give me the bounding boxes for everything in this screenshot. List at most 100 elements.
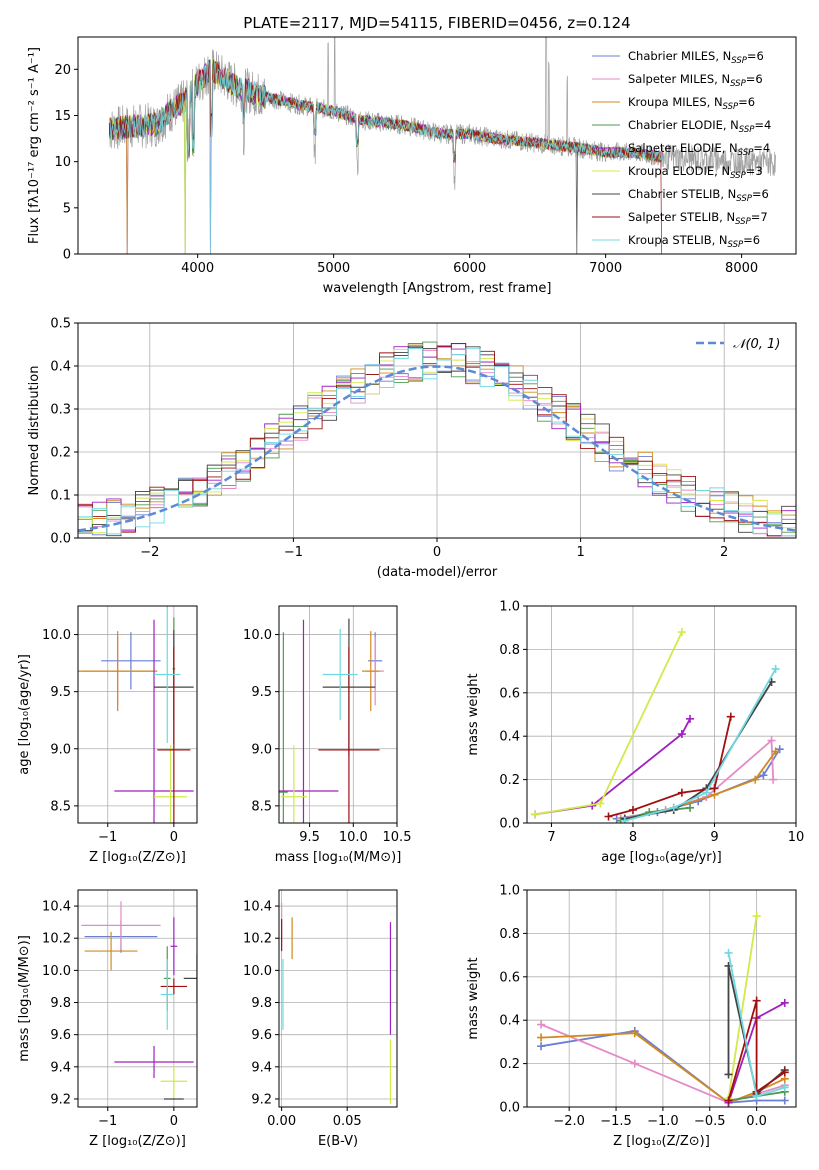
y-tick-label: 9.0 — [251, 742, 272, 757]
x-tick-label: 0 — [170, 1114, 178, 1129]
data-point-marker — [780, 1083, 789, 1092]
x-tick-label: 2 — [720, 545, 728, 560]
x-tick-label: 0.0 — [746, 1114, 767, 1129]
x-axis-label: (data-model)/error — [377, 565, 498, 580]
x-tick-label: 0 — [433, 545, 441, 560]
y-tick-label: 9.6 — [251, 1028, 272, 1043]
plot-area — [531, 628, 784, 823]
data-point-marker — [686, 714, 695, 723]
x-tick-label: −1 — [98, 1114, 117, 1129]
axes-frame — [77, 322, 797, 539]
y-tick-label: 10.2 — [42, 932, 71, 947]
panel-residuals: −2 −1 0 1 2 0.0 0.1 0.2 0.3 0.4 0.5 (data-model)/er… — [27, 317, 797, 580]
panel-age-vs-mass: 9.5 10.0 10.5 8.5 9.0 9.5 10.0 mass [log₁₀(M/M⊙… — [243, 605, 412, 865]
x-tick-label: 9.5 — [299, 830, 320, 845]
y-tick-label: 10.4 — [42, 900, 71, 915]
data-point-marker — [759, 771, 768, 780]
y-tick-label: 9.2 — [251, 1092, 272, 1107]
x-tick-label: 7 — [547, 830, 555, 845]
y-axis-label: Flux [fλ10⁻¹⁷ erg cm⁻² s⁻¹ A⁻¹] — [27, 47, 42, 244]
x-tick-label: 5000 — [317, 261, 350, 276]
y-tick-label: 9.0 — [50, 742, 71, 757]
y-tick-label: 0.0 — [50, 532, 71, 547]
panel-mass-weight-vs-metallicity: −2.0 −1.5 −1.0 −0.5 0.0 0.0 0.2 0.4 0.6 0.8 1.0 Z [… — [466, 884, 797, 1149]
y-tick-label: 10.2 — [243, 932, 272, 947]
axes-frame — [77, 605, 198, 824]
plot-area — [78, 341, 796, 538]
y-tick-label: 0.4 — [499, 1014, 520, 1029]
data-point-marker — [537, 1020, 546, 1029]
data-point-marker — [677, 730, 686, 739]
data-point-marker — [604, 812, 613, 821]
data-point-marker — [669, 803, 678, 812]
x-tick-label: 1 — [576, 545, 584, 560]
y-tick-label: 9.5 — [50, 685, 71, 700]
y-tick-label: 0.2 — [499, 1057, 520, 1072]
y-tick-label: 8.5 — [50, 799, 71, 814]
y-tick-label: 0.4 — [499, 730, 520, 745]
data-point-marker — [710, 784, 719, 793]
y-tick-label: 0.2 — [50, 446, 71, 461]
data-point-marker — [596, 799, 605, 808]
x-tick-label: 6000 — [453, 261, 486, 276]
x-tick-label: 7000 — [589, 261, 622, 276]
plot-area — [108, 37, 776, 254]
y-tick-label: 10.4 — [243, 900, 272, 915]
y-tick-label: 8.5 — [251, 799, 272, 814]
plot-area — [78, 606, 194, 823]
x-tick-label: −2 — [140, 545, 159, 560]
plot-area — [281, 902, 392, 1104]
x-axis-label: mass [log₁₀(M/M⊙)] — [275, 850, 402, 865]
series-line — [727, 915, 758, 1099]
y-tick-label: 0.5 — [50, 317, 71, 332]
x-tick-label: −1.5 — [600, 1114, 632, 1129]
plot-area — [279, 618, 384, 823]
legend-entry: Chabrier ELODIE, NSSP=4 — [628, 118, 771, 135]
y-tick-label: 20 — [54, 63, 71, 78]
x-tick-label: 10.5 — [383, 830, 412, 845]
axes-frame — [278, 889, 398, 1108]
x-tick-label: 10.0 — [339, 830, 368, 845]
x-tick-label: −1 — [284, 545, 303, 560]
x-axis-label: Z [log₁₀(Z/Z⊙)] — [613, 1134, 710, 1149]
legend: Chabrier MILES, NSSP=6 Salpeter MILES, NS… — [592, 49, 771, 250]
y-tick-label: 5 — [63, 201, 71, 216]
axes-frame — [77, 36, 797, 255]
x-tick-label: 4000 — [181, 261, 214, 276]
data-point-marker — [752, 1092, 761, 1101]
panel-mass-vs-extinction: 0.00 0.05 9.2 9.4 9.6 9.8 10.0 10.2 10.4 E(B-V) — [243, 889, 398, 1149]
y-tick-label: 10.0 — [243, 964, 272, 979]
y-tick-label: 10 — [54, 155, 71, 170]
x-tick-label: −2.0 — [553, 1114, 585, 1129]
panel-mass-vs-metallicity: −1 0 9.2 9.4 9.6 9.8 10.0 10.2 10.4 Z [log₁₀(Z/Z⊙… — [17, 889, 198, 1149]
data-point-marker — [780, 1068, 789, 1077]
data-point-marker — [537, 1033, 546, 1042]
x-tick-label: −1 — [98, 830, 117, 845]
y-tick-label: 0.0 — [499, 1101, 520, 1116]
legend-entry: Chabrier MILES, NSSP=6 — [628, 49, 764, 66]
y-tick-label: 9.4 — [251, 1060, 272, 1075]
data-point-marker — [775, 745, 784, 754]
x-tick-label: 0.05 — [333, 1114, 362, 1129]
y-tick-label: 15 — [54, 109, 71, 124]
axes-frame — [278, 605, 398, 824]
legend-entry: Salpeter STELIB, NSSP=7 — [628, 210, 768, 227]
y-tick-label: 0.8 — [499, 643, 520, 658]
data-point-marker — [702, 788, 711, 797]
y-tick-label: 9.8 — [50, 996, 71, 1011]
data-point-marker — [531, 810, 540, 819]
x-tick-label: 0 — [170, 830, 178, 845]
x-axis-label: Z [log₁₀(Z/Z⊙)] — [89, 850, 186, 865]
x-axis-label: age [log₁₀(age/yr)] — [601, 850, 722, 865]
data-point-marker — [769, 775, 778, 784]
y-tick-label: 0.3 — [50, 403, 71, 418]
data-point-marker — [630, 1059, 639, 1068]
model-spectrum-line — [108, 59, 663, 254]
y-tick-label: 9.2 — [50, 1092, 71, 1107]
series-line — [535, 718, 691, 816]
y-tick-label: 1.0 — [499, 600, 520, 615]
x-axis-label: wavelength [Angstrom, rest frame] — [323, 281, 552, 296]
data-point-marker — [752, 912, 761, 921]
y-tick-label: 0.0 — [499, 817, 520, 832]
y-axis-label: mass weight — [466, 957, 481, 1039]
